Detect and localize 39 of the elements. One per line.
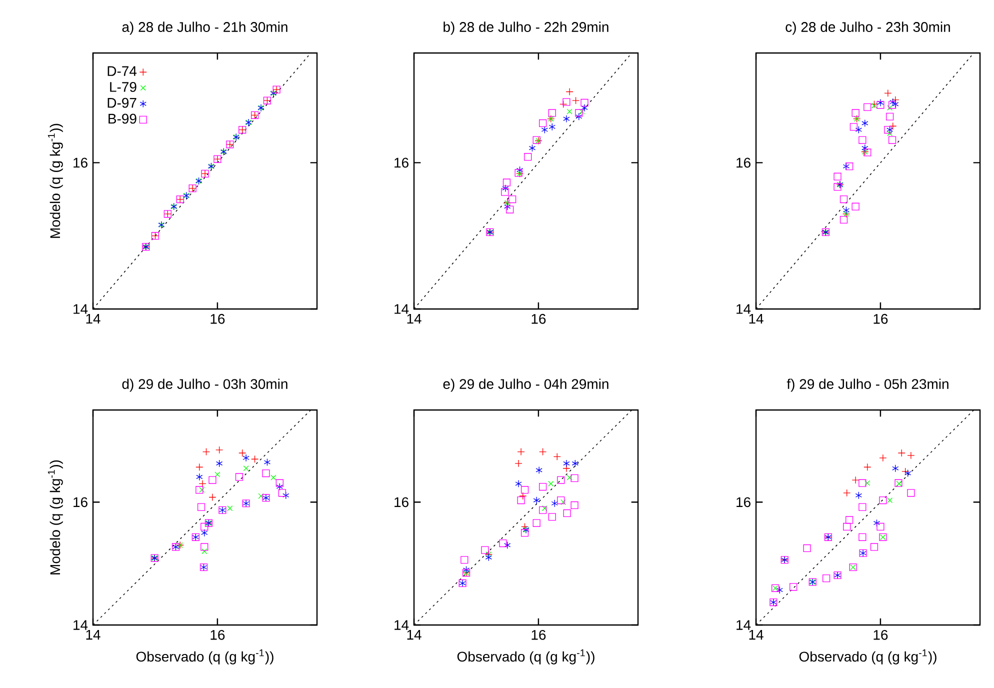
- legend-label: D-97: [108, 98, 136, 108]
- chart-title: d) 29 de Julho - 03h 30min: [122, 378, 288, 392]
- x-tick-label: 16: [210, 314, 225, 324]
- x-tick-label: 14: [86, 314, 100, 324]
- x-axis-title: Observado (q (g kg$^{-1}$)): [799, 649, 936, 664]
- y-axis-title: Modelo (q (g kg$^{-1}$)): [48, 460, 63, 574]
- y-tick-label: 14: [74, 304, 88, 314]
- x-tick-label: 16: [874, 630, 888, 640]
- chart-title: c) 28 de Julho - 23h 30min: [786, 22, 950, 35]
- y-tick-label: 14: [74, 620, 88, 630]
- chart-title: f) 29 de Julho - 05h 23min: [786, 378, 948, 392]
- x-tick-label: 14: [749, 630, 764, 640]
- chart-title: a) 28 de Julho - 21h 30min: [122, 22, 288, 35]
- y-tick-label: 16: [74, 497, 88, 508]
- chart-title: b) 28 de Julho - 22h 29min: [444, 22, 608, 35]
- y-tick-label: 14: [736, 620, 751, 630]
- x-tick-label: 16: [532, 630, 546, 640]
- y-tick-label: 16: [394, 497, 408, 508]
- chart-title: e) 29 de Julho - 04h 29min: [443, 378, 608, 392]
- y-tick-label: 16: [736, 497, 750, 508]
- legend-label: B-99: [108, 114, 136, 124]
- x-tick-label: 14: [749, 314, 764, 324]
- x-tick-label: 14: [86, 630, 100, 640]
- y-tick-label: 14: [736, 304, 751, 314]
- x-tick-label: 14: [407, 314, 422, 324]
- y-tick-label: 14: [394, 620, 409, 630]
- y-axis-title: Modelo (q (g kg$^{-1}$)): [48, 124, 63, 238]
- x-axis-title: Observado (q (g kg$^{-1}$)): [136, 649, 274, 664]
- x-tick-label: 16: [532, 314, 546, 324]
- x-tick-label: 16: [874, 314, 888, 324]
- x-tick-label: 16: [210, 630, 225, 640]
- x-axis-title: Observado (q (g kg$^{-1}$)): [457, 649, 594, 664]
- legend-label: D-74: [108, 66, 137, 76]
- y-tick-label: 16: [74, 158, 88, 168]
- x-tick-label: 14: [407, 630, 422, 640]
- y-tick-label: 16: [736, 158, 750, 168]
- legend-label: L-79: [110, 82, 136, 92]
- y-tick-label: 14: [394, 304, 409, 314]
- y-tick-label: 16: [394, 158, 408, 168]
